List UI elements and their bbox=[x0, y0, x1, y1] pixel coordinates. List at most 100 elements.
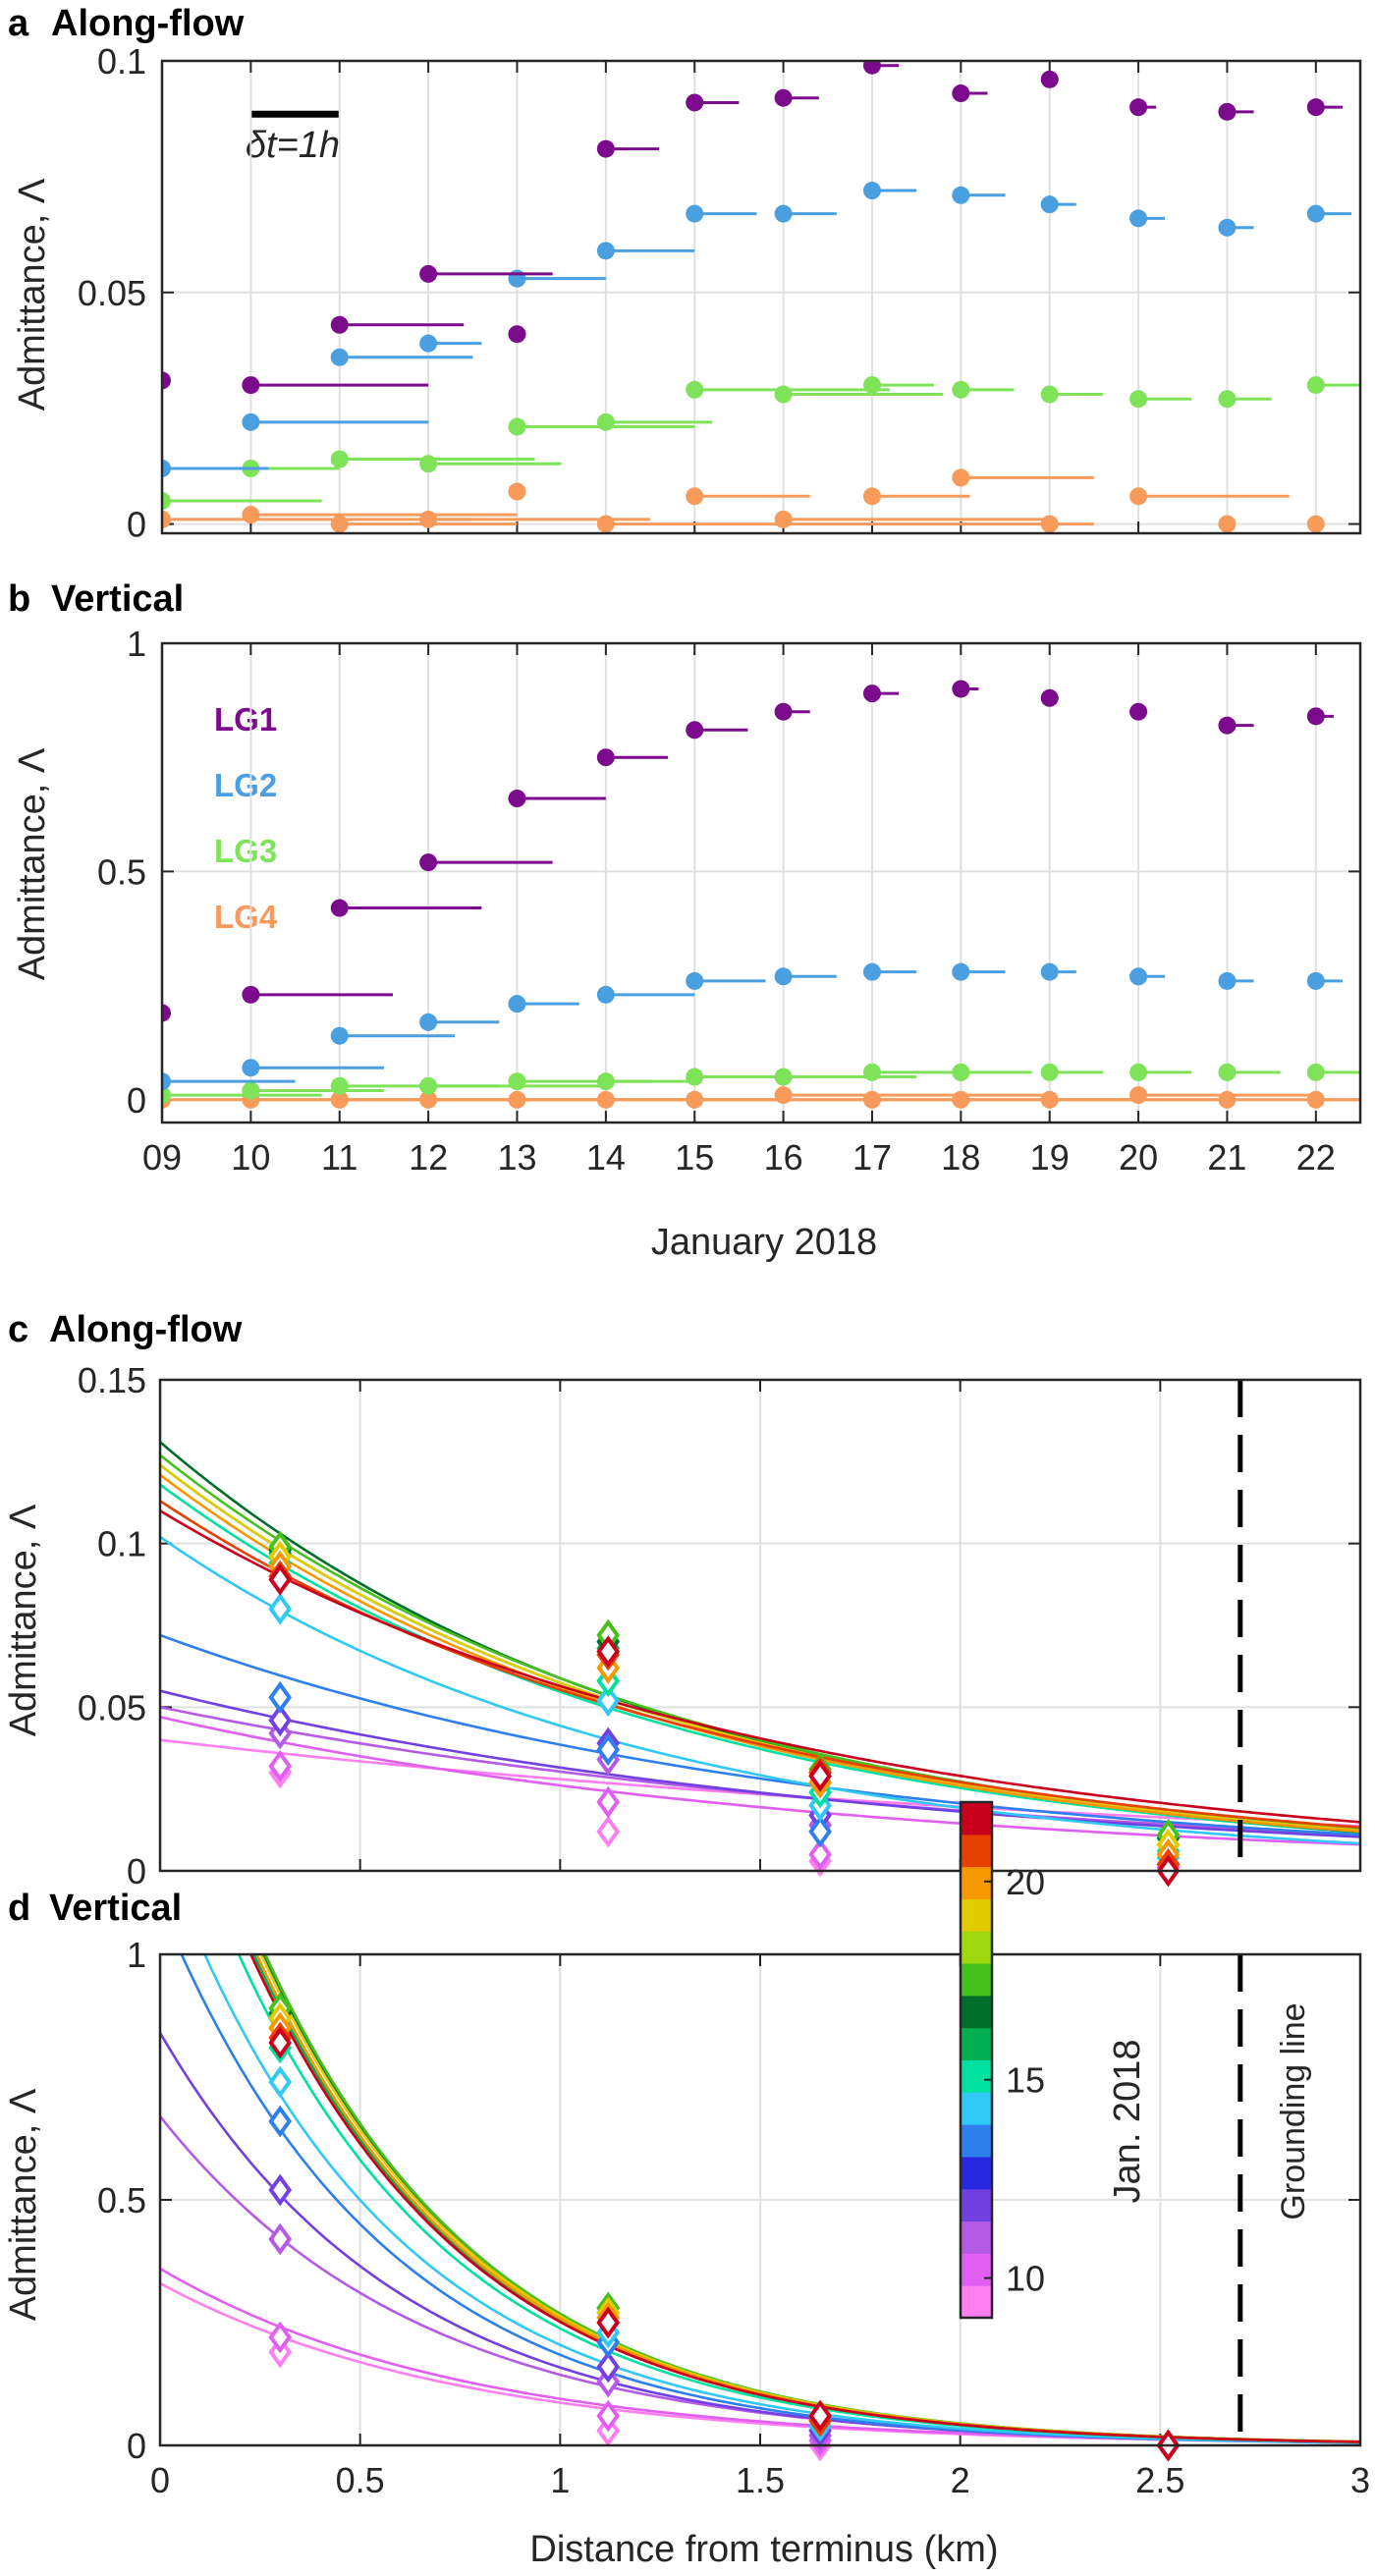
marker-day-13 bbox=[596, 1733, 621, 1767]
series-LG4-point bbox=[1129, 1086, 1148, 1105]
colorbar-swatch bbox=[961, 2092, 992, 2125]
panel-a-title: Along-flow bbox=[51, 3, 245, 44]
series-LG1-point bbox=[1218, 716, 1237, 735]
series-LG1-point bbox=[330, 899, 349, 917]
legend-lg4: LG4 bbox=[214, 899, 278, 935]
colorbar-swatch bbox=[961, 2285, 992, 2319]
series-LG3-point bbox=[596, 412, 615, 431]
marker-day-22 bbox=[808, 1759, 832, 1792]
series-LG1-point bbox=[952, 84, 970, 103]
time-xtick-label: 10 bbox=[231, 1137, 270, 1178]
time-xtick-label: 18 bbox=[941, 1137, 980, 1178]
legend-lg3: LG3 bbox=[214, 833, 277, 869]
series-LG3-point bbox=[162, 491, 171, 510]
series-LG2-point bbox=[862, 962, 881, 981]
series-LG3-point bbox=[1040, 1063, 1059, 1081]
colorbar-swatch bbox=[961, 1931, 992, 1964]
series-LG4-point bbox=[862, 487, 881, 506]
series-LG3-point bbox=[1129, 1063, 1148, 1081]
distance-xtick-label: 3 bbox=[1350, 2460, 1370, 2500]
panel-c-ylabel: Admittance, Λ bbox=[3, 1504, 44, 1736]
series-LG1-point bbox=[1129, 702, 1148, 721]
series-LG4-point bbox=[330, 1090, 349, 1109]
series-LG2-point bbox=[596, 242, 615, 260]
colorbar-swatch bbox=[961, 1834, 992, 1868]
series-LG1-point bbox=[1040, 70, 1059, 88]
series-LG4-point bbox=[242, 506, 260, 524]
panel-a-data bbox=[162, 61, 1360, 533]
panel-d-ylabel: Admittance, Λ bbox=[3, 2088, 44, 2321]
series-LG4-point bbox=[1129, 487, 1148, 506]
panel-b-letter: b bbox=[8, 578, 30, 620]
colorbar-swatch bbox=[961, 1963, 992, 1997]
colorbar-swatch bbox=[961, 1866, 992, 1899]
panel-b-ytick-label: 0 bbox=[127, 1080, 146, 1121]
colorbar-swatch bbox=[961, 2220, 992, 2254]
series-LG2-point bbox=[508, 269, 526, 288]
panel-c-title: Along-flow bbox=[49, 1309, 243, 1350]
panel-b-ylabel: Admittance, Λ bbox=[12, 747, 53, 980]
panel-b-ytick-label: 0.5 bbox=[97, 851, 146, 892]
colorbar-swatch bbox=[961, 2059, 992, 2093]
panel-c-ytick-label: 0.15 bbox=[78, 1360, 146, 1400]
series-LG2-point bbox=[242, 1059, 260, 1077]
series-LG1-point bbox=[162, 1004, 171, 1022]
series-LG4-point bbox=[1218, 1090, 1237, 1109]
series-LG3-point bbox=[330, 450, 349, 468]
time-xtick-label: 13 bbox=[497, 1137, 536, 1178]
fit-curve-day-15 bbox=[160, 1483, 1360, 1835]
legend-lg2: LG2 bbox=[214, 767, 277, 803]
marker-day-10 bbox=[268, 2321, 293, 2354]
series-LG1-point bbox=[162, 371, 171, 390]
series-LG1-point bbox=[242, 376, 260, 395]
series-LG4-point bbox=[686, 1090, 704, 1109]
series-LG2-point bbox=[686, 204, 704, 223]
fit-curve-day-19 bbox=[160, 1463, 1360, 1833]
panel-a-chart: 0 0.05 0.1 bbox=[78, 41, 1362, 545]
panel-c-ytick-label: 0 bbox=[127, 1851, 146, 1891]
colorbar: 10 15 20 bbox=[959, 1800, 1045, 2320]
marker-day-13 bbox=[808, 1815, 832, 1848]
colorbar-swatch bbox=[961, 2188, 992, 2222]
panel-d-title: Vertical bbox=[49, 1888, 182, 1929]
panel-b-ytick-label: 1 bbox=[127, 624, 146, 664]
series-LG4-point bbox=[774, 1086, 793, 1105]
series-LG1-point bbox=[330, 315, 349, 334]
series-LG2-point bbox=[952, 186, 970, 204]
series-LG3-point bbox=[330, 1076, 349, 1095]
series-LG2-point bbox=[1306, 971, 1325, 990]
series-LG3-point bbox=[419, 1076, 438, 1095]
fit-curve-day-22 bbox=[249, 1954, 1360, 2443]
marker-day-22 bbox=[808, 2399, 832, 2433]
panel-a-ytick-label: 0 bbox=[127, 505, 146, 545]
distance-xtick-label: 2 bbox=[951, 2460, 970, 2500]
marker-day-14 bbox=[268, 2065, 293, 2099]
marker-day-9 bbox=[596, 1815, 621, 1848]
marker-day-13 bbox=[268, 2105, 293, 2138]
time-xtick-label: 15 bbox=[675, 1137, 714, 1178]
series-LG4-point bbox=[419, 1090, 438, 1109]
panel-d-markers bbox=[268, 1992, 1181, 2462]
series-LG4-point bbox=[596, 515, 615, 533]
colorbar-swatch bbox=[961, 2156, 992, 2190]
series-LG1-point bbox=[596, 139, 615, 158]
time-xtick-label: 12 bbox=[409, 1137, 448, 1178]
series-LG4-point bbox=[774, 510, 793, 528]
colorbar-frame bbox=[959, 1800, 994, 2320]
series-LG2-point bbox=[686, 971, 704, 990]
series-LG3-point bbox=[508, 1072, 526, 1091]
fit-curve-day-20 bbox=[160, 1473, 1360, 1834]
fit-curve-day-12 bbox=[160, 1689, 1360, 1838]
time-xtick-label: 14 bbox=[586, 1137, 626, 1178]
time-xtick-label: 22 bbox=[1296, 1137, 1336, 1178]
series-LG3-point bbox=[774, 385, 793, 404]
series-LG2-point bbox=[330, 348, 349, 366]
panel-d-data bbox=[160, 1954, 1360, 2444]
series-LG3-point bbox=[862, 1063, 881, 1081]
series-LG4-point bbox=[330, 515, 349, 533]
series-LG3-point bbox=[952, 380, 970, 399]
marker-day-14 bbox=[596, 1684, 621, 1718]
series-LG2-point bbox=[1040, 962, 1059, 981]
series-LG2-point bbox=[419, 334, 438, 353]
